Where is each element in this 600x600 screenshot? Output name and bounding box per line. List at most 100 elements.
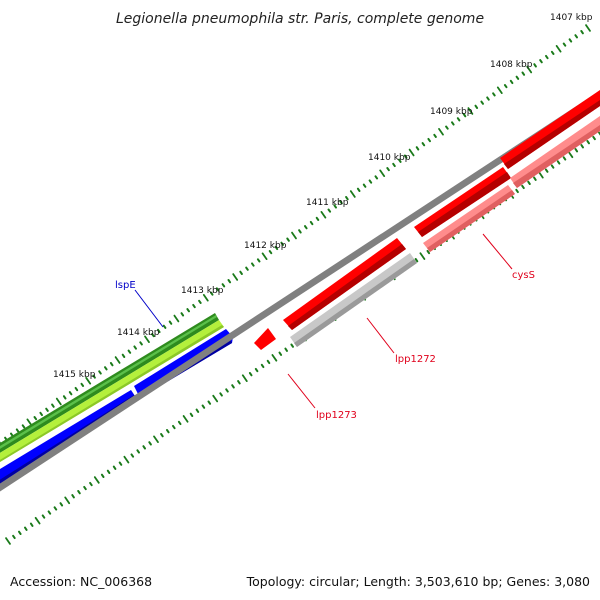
scale-label: 1408 kbp <box>490 60 533 70</box>
minor-tick <box>544 168 549 173</box>
major-tick <box>182 415 189 423</box>
minor-tick <box>284 347 288 352</box>
minor-tick <box>62 395 67 400</box>
major-tick <box>271 354 278 362</box>
major-tick <box>5 537 11 545</box>
minor-tick <box>356 187 361 192</box>
minor-tick <box>426 249 431 255</box>
minor-tick <box>403 154 408 159</box>
minor-tick <box>139 341 143 346</box>
minor-tick <box>574 34 578 39</box>
gene-label-lpp1273[interactable]: lpp1273 <box>316 410 357 421</box>
major-tick <box>537 170 544 179</box>
minor-tick <box>53 506 58 511</box>
feature-tracks <box>0 90 600 492</box>
major-tick <box>153 435 159 444</box>
scale-label: 1410 kbp <box>368 153 411 163</box>
accession-text: Accession: NC_006368 <box>10 574 153 589</box>
minor-tick <box>201 404 206 409</box>
minor-tick <box>527 180 531 185</box>
minor-tick <box>568 38 573 43</box>
minor-tick <box>327 208 332 213</box>
scale-label: 1413 kbp <box>181 286 224 296</box>
minor-tick <box>45 407 49 412</box>
major-tick <box>408 148 415 157</box>
scale-label: 1415 kbp <box>53 370 96 380</box>
gene-labels: cysS lpp1272 lpp1273 lspE <box>115 270 535 421</box>
minor-tick <box>227 279 232 284</box>
minor-tick <box>231 384 235 389</box>
minor-tick <box>245 266 249 271</box>
outer-scale-ticks <box>0 24 591 447</box>
minor-tick <box>550 50 555 55</box>
cds-red-cysS-b-shade <box>504 100 600 169</box>
minor-tick <box>39 411 43 417</box>
minor-tick <box>492 92 496 97</box>
minor-tick <box>368 179 373 184</box>
minor-tick <box>474 104 479 109</box>
major-tick <box>202 293 209 302</box>
minor-tick <box>539 59 543 64</box>
minor-tick <box>41 514 46 519</box>
minor-tick <box>77 490 81 495</box>
minor-tick <box>148 441 152 446</box>
major-tick <box>85 376 92 385</box>
minor-tick <box>462 113 467 118</box>
minor-tick <box>374 175 379 180</box>
minor-tick <box>151 333 155 338</box>
gene-label-lspE[interactable]: lspE <box>115 280 136 291</box>
minor-tick <box>71 494 75 499</box>
minor-tick <box>451 121 455 126</box>
minor-tick <box>415 146 420 151</box>
gene-pink-cysS-b-shade <box>513 125 600 188</box>
gene-track-green-highlight <box>0 315 217 449</box>
major-tick <box>379 169 386 178</box>
minor-tick <box>215 287 220 292</box>
gene-label-cysS[interactable]: cysS <box>512 270 535 281</box>
minor-tick <box>24 526 28 531</box>
minor-tick <box>162 324 167 329</box>
major-tick <box>241 374 248 383</box>
minor-tick <box>100 473 105 478</box>
major-tick <box>34 516 41 525</box>
minor-tick <box>237 380 241 385</box>
minor-tick <box>59 502 64 507</box>
minor-tick <box>515 75 520 80</box>
genome-backbone <box>0 90 600 492</box>
minor-tick <box>480 100 484 105</box>
minor-tick <box>556 160 561 165</box>
minor-tick <box>333 204 337 209</box>
minor-tick <box>290 343 294 348</box>
minor-tick <box>574 148 579 153</box>
minor-tick <box>136 449 140 454</box>
major-tick <box>320 210 327 219</box>
major-tick <box>585 24 591 32</box>
major-tick <box>232 273 239 281</box>
minor-tick <box>12 534 16 540</box>
minor-tick <box>533 63 537 68</box>
major-tick <box>496 86 503 94</box>
minor-tick <box>298 229 302 234</box>
minor-tick <box>421 142 426 147</box>
minor-tick <box>186 308 190 313</box>
minor-tick <box>266 359 271 365</box>
minor-tick <box>127 349 132 354</box>
minor-tick <box>166 429 170 434</box>
minor-tick <box>192 303 196 309</box>
minor-tick <box>562 156 567 161</box>
major-tick <box>55 397 62 406</box>
gene-label-lpp1272[interactable]: lpp1272 <box>395 354 436 365</box>
minor-tick <box>221 283 226 288</box>
minor-tick <box>177 420 182 426</box>
minor-tick <box>386 167 390 172</box>
minor-tick <box>47 510 52 515</box>
minor-tick <box>198 299 202 304</box>
minor-tick <box>133 345 137 350</box>
major-tick <box>114 356 121 364</box>
minor-tick <box>10 432 14 437</box>
minor-tick <box>486 96 490 101</box>
gene-gray-lpp1272-shade <box>294 259 417 347</box>
genome-summary-text: Topology: circular; Length: 3,503,610 bp… <box>246 574 590 589</box>
major-tick <box>467 107 474 115</box>
minor-tick <box>21 424 26 429</box>
